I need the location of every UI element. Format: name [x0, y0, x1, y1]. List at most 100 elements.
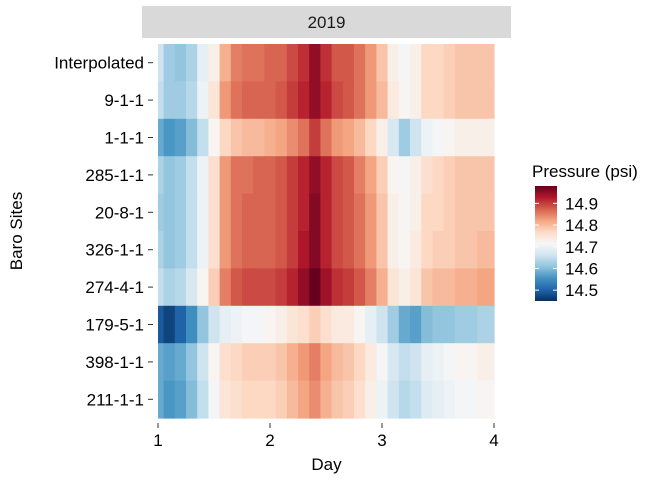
heatmap-cell [275, 343, 288, 382]
facet-strip [142, 6, 511, 38]
x-tick-label: 4 [489, 431, 498, 450]
heatmap-cell [398, 118, 411, 157]
heatmap-cell [432, 268, 445, 307]
legend-tick-label: 14.5 [565, 281, 598, 300]
heatmap-cell [158, 231, 165, 269]
heatmap-row-211-1-1 [158, 380, 495, 419]
heatmap-cell [219, 118, 232, 157]
heatmap-cell [286, 81, 299, 120]
heatmap-cell [398, 156, 411, 195]
heatmap-cell [253, 81, 265, 120]
heatmap-cell [443, 343, 456, 382]
heatmap-cell [186, 118, 198, 157]
heatmap-row-398-1-1 [158, 343, 495, 382]
heatmap-cell [466, 231, 478, 269]
heatmap-cell [387, 380, 400, 419]
heatmap-cell [466, 118, 478, 157]
heatmap-cell [331, 231, 344, 269]
heatmap-cell [387, 343, 400, 382]
heatmap-cell [320, 81, 333, 120]
y-tick-label: 326-1-1 [85, 241, 144, 260]
heatmap-cell [197, 156, 209, 195]
heatmap-cell [230, 118, 243, 157]
heatmap-cell [208, 44, 221, 82]
heatmap-cell [421, 343, 433, 382]
heatmap-cell [342, 268, 355, 307]
heatmap-cell [365, 118, 377, 157]
heatmap-cell [264, 231, 277, 269]
heatmap-cell [242, 343, 254, 382]
heatmap-cell [275, 305, 288, 344]
heatmap-cell [298, 380, 310, 419]
heatmap-cell [320, 343, 333, 382]
heatmap-cell [186, 81, 198, 120]
heatmap-cell [354, 81, 366, 120]
heatmap-cell [410, 305, 422, 344]
heatmap-cell [219, 268, 232, 307]
heatmap-cell [186, 231, 198, 269]
heatmap-cell [230, 380, 243, 419]
heatmap-cell [477, 343, 489, 382]
heatmap-cell [488, 118, 495, 157]
heatmap-cell [219, 193, 232, 232]
heatmap-cell [208, 118, 221, 157]
heatmap-cell [230, 343, 243, 382]
heatmap-cell [242, 81, 254, 120]
heatmap-cell [264, 380, 277, 419]
heatmap-cell [432, 380, 445, 419]
heatmap-cell [186, 156, 198, 195]
heatmap-cell [376, 231, 389, 269]
heatmap-cell [466, 156, 478, 195]
heatmap-cell [309, 305, 321, 344]
heatmap-cell [331, 305, 344, 344]
heatmap-cell [466, 81, 478, 120]
heatmap-cell [376, 44, 389, 82]
heatmap-cell [354, 343, 366, 382]
heatmap-cell [421, 268, 433, 307]
heatmap-cell [432, 156, 445, 195]
heatmap-cell [477, 118, 489, 157]
heatmap-cell [331, 118, 344, 157]
heatmap-cell [163, 156, 176, 195]
heatmap-cell [163, 268, 176, 307]
heatmap-row-285-1-1 [158, 156, 495, 195]
heatmap-cell [331, 343, 344, 382]
y-tick-label: 179-5-1 [85, 316, 144, 335]
x-tick-label: 2 [265, 431, 274, 450]
heatmap-cell [309, 343, 321, 382]
heatmap-cell [219, 81, 232, 120]
heatmap-cell [454, 380, 467, 419]
heatmap-cell [298, 156, 310, 195]
heatmap-cell [342, 118, 355, 157]
heatmap-cell [331, 380, 344, 419]
heatmap-cell [488, 81, 495, 120]
y-axis-title: Baro Sites [7, 192, 26, 270]
heatmap-cell [158, 380, 165, 419]
heatmap-cell [454, 268, 467, 307]
heatmap-cell [410, 118, 422, 157]
heatmap-cell [365, 268, 377, 307]
heatmap-cell [477, 305, 489, 344]
heatmap-cell [298, 343, 310, 382]
heatmap-row-9-1-1 [158, 81, 495, 120]
heatmap-cell [398, 268, 411, 307]
heatmap-cell [230, 156, 243, 195]
heatmap-cell [230, 268, 243, 307]
heatmap-cell [158, 343, 165, 382]
heatmap-cell [208, 156, 221, 195]
heatmap-cell [253, 193, 265, 232]
heatmap-row-179-5-1 [158, 305, 495, 344]
heatmap-cell [309, 193, 321, 232]
heatmap-cell [309, 81, 321, 120]
heatmap-cell [253, 231, 265, 269]
heatmap-cell [354, 380, 366, 419]
heatmap-cell [298, 81, 310, 120]
heatmap-cell [466, 380, 478, 419]
heatmap-cell [242, 305, 254, 344]
heatmap-cell [242, 193, 254, 232]
heatmap-cell [331, 81, 344, 120]
color-legend: Pressure (psi) 14.5 14.6 14.7 14.8 14.9 [532, 162, 638, 301]
legend-colorbar [535, 186, 557, 301]
heatmap-cell [443, 231, 456, 269]
heatmap-cell [158, 305, 165, 344]
